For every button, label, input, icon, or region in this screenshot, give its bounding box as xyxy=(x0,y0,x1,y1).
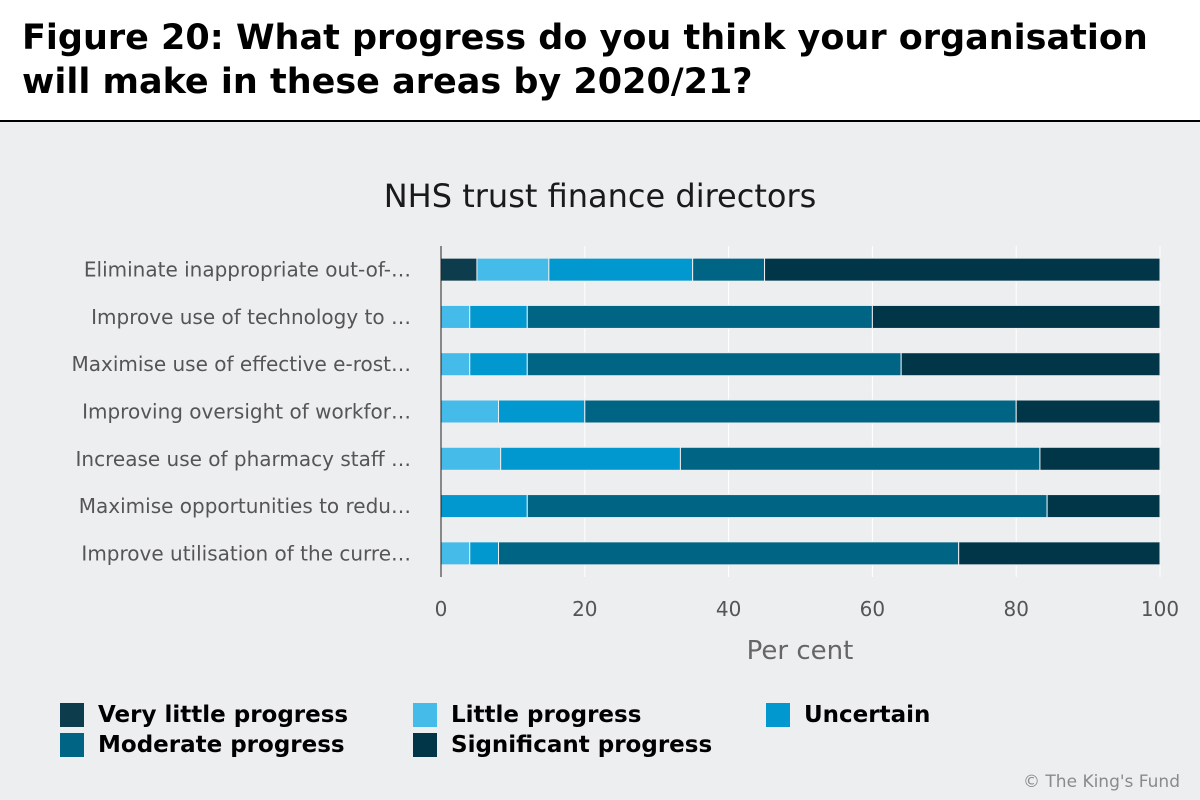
category-label: Improve utilisation of the curre… xyxy=(81,541,411,565)
legend-item: Little progress xyxy=(413,701,641,729)
chart-title: NHS trust finance directors xyxy=(384,177,817,215)
bar-segment xyxy=(526,494,1048,519)
legend-item: Significant progress xyxy=(413,731,712,759)
bar-segment xyxy=(679,446,1041,471)
legend-swatch xyxy=(413,733,437,757)
legend-label: Uncertain xyxy=(804,702,931,728)
category-label: Eliminate inappropriate out-of-… xyxy=(84,258,411,282)
figure-title: Figure 20: What progress do you think yo… xyxy=(22,18,1148,102)
bar-segment xyxy=(476,257,550,282)
legend-item: Uncertain xyxy=(766,701,930,729)
legend-label: Very little progress xyxy=(98,702,349,728)
legend-swatch xyxy=(413,703,437,727)
bar-segment xyxy=(526,304,873,329)
chart-panel: NHS trust finance directors Eliminate ina… xyxy=(0,122,1200,800)
legend-label: Significant progress xyxy=(451,732,713,758)
legend-label: Moderate progress xyxy=(98,732,345,758)
bar-segment xyxy=(440,446,502,471)
bar-segment xyxy=(1046,494,1161,519)
legend-label: Little progress xyxy=(451,702,642,728)
legend-swatch xyxy=(60,703,84,727)
bar-segment xyxy=(1015,399,1161,424)
bar-segment xyxy=(958,541,1161,566)
legend-item: Moderate progress xyxy=(60,731,345,759)
bar-segment xyxy=(469,352,528,377)
credit-text: © The King's Fund xyxy=(1023,772,1180,792)
bar-segment xyxy=(440,257,478,282)
x-tick-label: 80 xyxy=(1003,597,1028,621)
legend-swatch xyxy=(60,733,84,757)
x-tick-label: 60 xyxy=(860,597,885,621)
stacked-bar-chart: NHS trust finance directors Eliminate ina… xyxy=(71,177,1179,666)
bar-segment xyxy=(871,304,1161,329)
x-axis-label: Per cent xyxy=(747,636,854,666)
category-label: Increase use of pharmacy staff … xyxy=(76,447,411,471)
bar-segment xyxy=(1039,446,1161,471)
bar-segment xyxy=(440,494,528,519)
legend-swatch xyxy=(766,703,790,727)
bar-segment xyxy=(548,257,694,282)
bar-segment xyxy=(526,352,902,377)
bar-segment xyxy=(440,352,471,377)
bar-segment xyxy=(900,352,1161,377)
category-label: Maximise use of effective e-rost… xyxy=(71,352,411,376)
figure-header: Figure 20: What progress do you think yo… xyxy=(0,0,1200,122)
x-tick-label: 0 xyxy=(435,597,448,621)
x-tick-label: 100 xyxy=(1141,597,1179,621)
x-tick-label: 20 xyxy=(572,597,597,621)
bar-segment xyxy=(440,541,471,566)
bar-segment xyxy=(498,541,960,566)
category-label: Improving oversight of workfor… xyxy=(82,400,411,424)
bar-segment xyxy=(440,304,471,329)
bar-segment xyxy=(469,304,528,329)
x-tick-label: 40 xyxy=(716,597,741,621)
bar-segment xyxy=(440,399,500,424)
category-label: Improve use of technology to … xyxy=(91,305,411,329)
bar-segment xyxy=(692,257,766,282)
category-label: Maximise opportunities to redu… xyxy=(79,494,411,518)
legend-item: Very little progress xyxy=(60,701,348,729)
bar-segment xyxy=(764,257,1161,282)
bar-segment xyxy=(498,399,586,424)
bar-segment xyxy=(584,399,1017,424)
bar-segment xyxy=(500,446,681,471)
bar-segment xyxy=(469,541,500,566)
